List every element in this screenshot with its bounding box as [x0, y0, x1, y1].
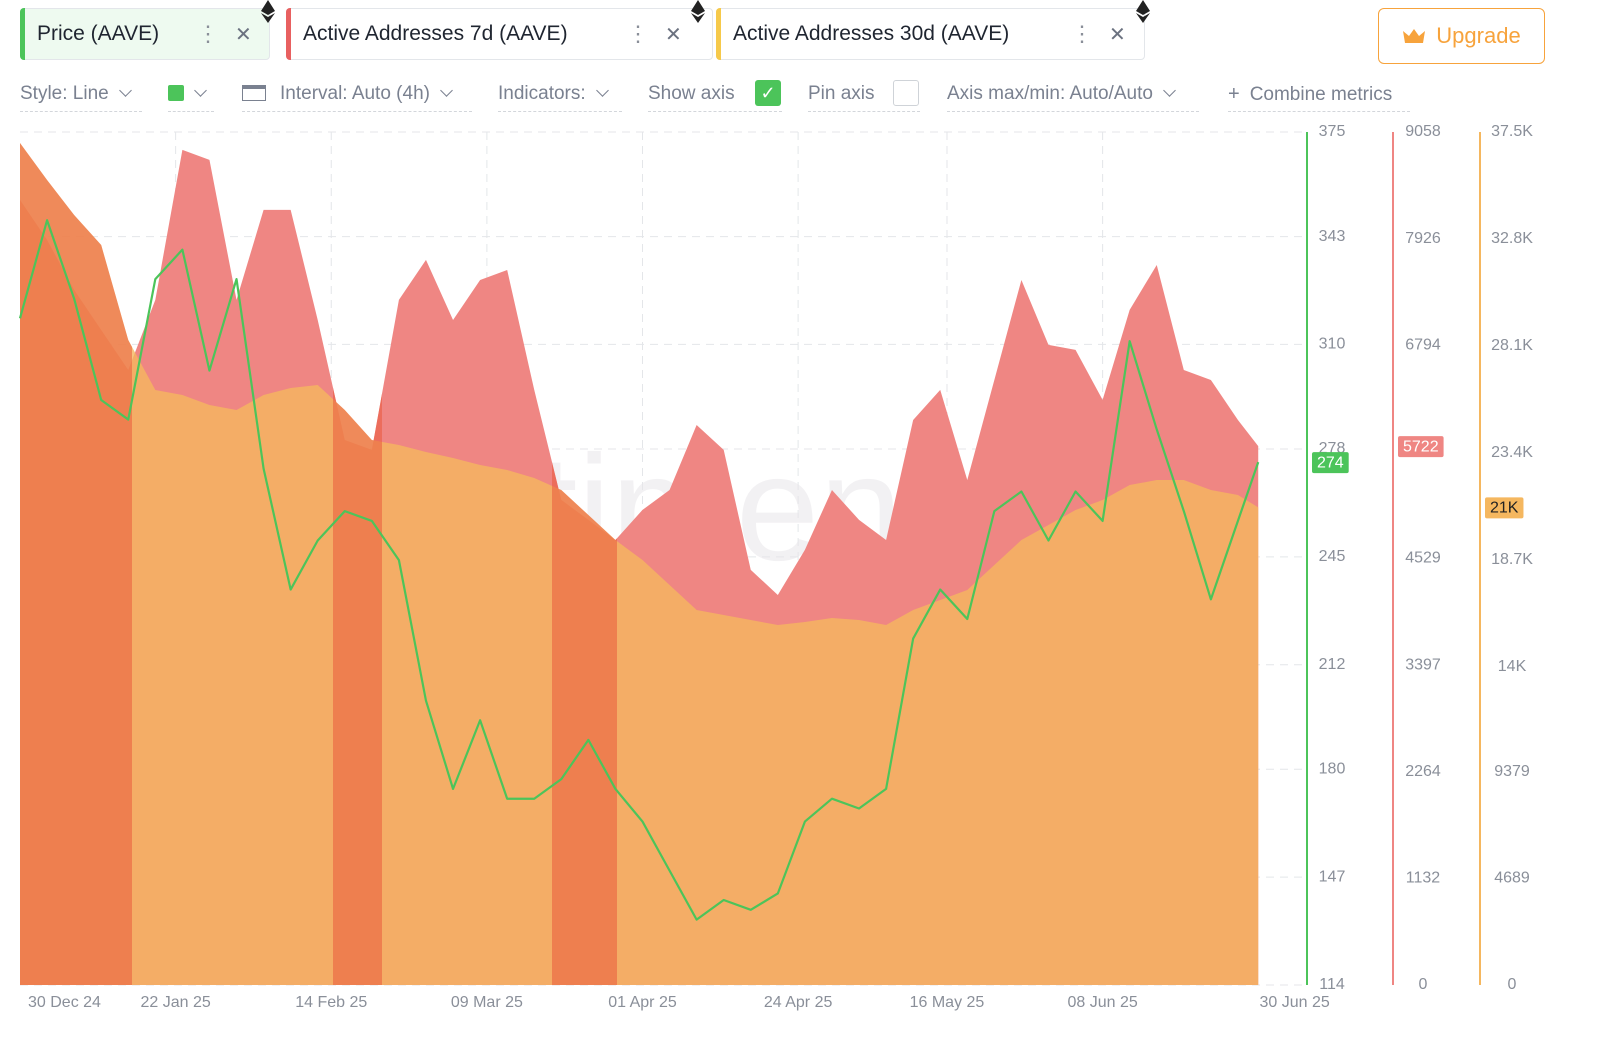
- y-tick-label: 180: [1319, 761, 1346, 778]
- area: [20, 143, 1259, 986]
- indicators-dropdown[interactable]: Indicators:: [498, 80, 622, 112]
- axis-minmax-label: Axis max/min: Auto/Auto: [947, 83, 1153, 104]
- tab-color: [286, 8, 291, 60]
- checkbox-checked[interactable]: ✓: [755, 80, 781, 106]
- upgrade-button[interactable]: Upgrade: [1378, 8, 1545, 64]
- y-tick-label: 28.1K: [1491, 337, 1533, 354]
- tab-label: Active Addresses 30d (AAVE): [733, 22, 1010, 45]
- y-tick-label: 114: [1319, 976, 1345, 993]
- y-tick-label: 375: [1319, 123, 1346, 140]
- x-tick-label: 14 Feb 25: [295, 994, 367, 1011]
- y-tick-label: 212: [1319, 656, 1346, 673]
- y-tick-label: 343: [1319, 228, 1346, 245]
- combine-label: Combine metrics: [1249, 84, 1393, 105]
- metric-tab[interactable]: Price (AAVE) ⋮ ✕: [20, 8, 270, 60]
- y-tick-label: 18.7K: [1491, 551, 1533, 568]
- plus-icon: +: [1228, 83, 1240, 105]
- y-tick-label: 14K: [1498, 658, 1527, 675]
- tab-color: [716, 8, 721, 60]
- x-tick-label: 30 Dec 24: [28, 994, 101, 1011]
- x-tick-label: 24 Apr 25: [764, 994, 833, 1011]
- style-label: Style: Line: [20, 83, 109, 104]
- current-value-tag: [1485, 497, 1524, 519]
- current-value-label: 5722: [1403, 438, 1439, 455]
- y-tick-label: 3397: [1405, 656, 1441, 673]
- x-tick-label: 09 Mar 25: [451, 994, 523, 1011]
- y-tick-label: 0: [1419, 976, 1428, 993]
- y-tick-label: 1132: [1406, 870, 1441, 887]
- combine-button[interactable]: + Combine metrics: [1228, 80, 1410, 112]
- interval-label: Interval: Auto (4h): [280, 83, 430, 104]
- highlight-band: [333, 143, 382, 985]
- tab-label: Price (AAVE): [37, 22, 160, 45]
- highlight-band: [552, 143, 617, 985]
- current-value-tag: [1312, 452, 1349, 474]
- y-tick-label: 4529: [1405, 550, 1441, 567]
- eth-icons: [261, 0, 1150, 23]
- x-tick-label: 30 Jun 25: [1259, 994, 1329, 1011]
- y-tick-label: 310: [1319, 336, 1346, 353]
- y-tick-label: 9058: [1405, 123, 1441, 140]
- ruler-icon: [242, 85, 266, 101]
- y-tick-label: 6794: [1405, 336, 1441, 353]
- color-swatch: [168, 85, 184, 101]
- close-icon[interactable]: ✕: [665, 23, 682, 46]
- menu-icon[interactable]: ⋮: [197, 21, 219, 46]
- x-tick-label: 08 Jun 25: [1067, 994, 1137, 1011]
- x-tick-label: 16 May 25: [910, 994, 985, 1011]
- show-axis-label: Show axis: [648, 83, 735, 104]
- upgrade-label: Upgrade: [1436, 23, 1521, 48]
- x-tick-label: 22 Jan 25: [140, 994, 210, 1011]
- checkbox[interactable]: [893, 80, 919, 106]
- metric-tab[interactable]: Active Addresses 30d (AAVE) ⋮ ✕: [716, 8, 1145, 60]
- style-dropdown[interactable]: Style: Line: [20, 80, 142, 112]
- tab-color: [20, 8, 25, 60]
- y-tick-label: 7926: [1405, 230, 1441, 247]
- crown-icon: [1403, 29, 1426, 43]
- y-tick-label: 245: [1319, 548, 1346, 565]
- indicators-label: Indicators:: [498, 83, 586, 104]
- pin-axis-label: Pin axis: [808, 83, 875, 104]
- y-tick-label: 4689: [1494, 870, 1530, 887]
- y-tick-label: 0: [1508, 976, 1517, 993]
- y-tick-label: 32.8K: [1491, 230, 1533, 247]
- close-icon[interactable]: ✕: [235, 23, 252, 46]
- color-dropdown[interactable]: [168, 80, 214, 112]
- metric-tab[interactable]: Active Addresses 7d (AAVE) ⋮ ✕: [286, 8, 713, 60]
- y-tick-label: 147: [1319, 868, 1346, 885]
- show-axis-toggle[interactable]: Show axis ✓: [648, 80, 782, 112]
- y-tick-label: 37.5K: [1491, 123, 1533, 140]
- pin-axis-toggle[interactable]: Pin axis: [808, 80, 920, 112]
- y-tick-label: 23.4K: [1491, 444, 1533, 461]
- interval-dropdown[interactable]: Interval: Auto (4h): [242, 80, 472, 112]
- y-tick-label: 9379: [1494, 763, 1530, 780]
- x-tick-label: 01 Apr 25: [608, 994, 677, 1011]
- menu-icon[interactable]: ⋮: [1071, 21, 1093, 46]
- current-value-label: 21K: [1490, 500, 1519, 517]
- close-icon[interactable]: ✕: [1109, 23, 1126, 46]
- axis-minmax-dropdown[interactable]: Axis max/min: Auto/Auto: [947, 80, 1199, 112]
- y-tick-label: 2264: [1405, 763, 1441, 780]
- menu-icon[interactable]: ⋮: [627, 21, 649, 46]
- tab-label: Active Addresses 7d (AAVE): [303, 22, 568, 45]
- price-line: [18, 219, 1260, 921]
- current-value-tag: [1398, 436, 1444, 458]
- current-value-label: 274: [1317, 454, 1344, 471]
